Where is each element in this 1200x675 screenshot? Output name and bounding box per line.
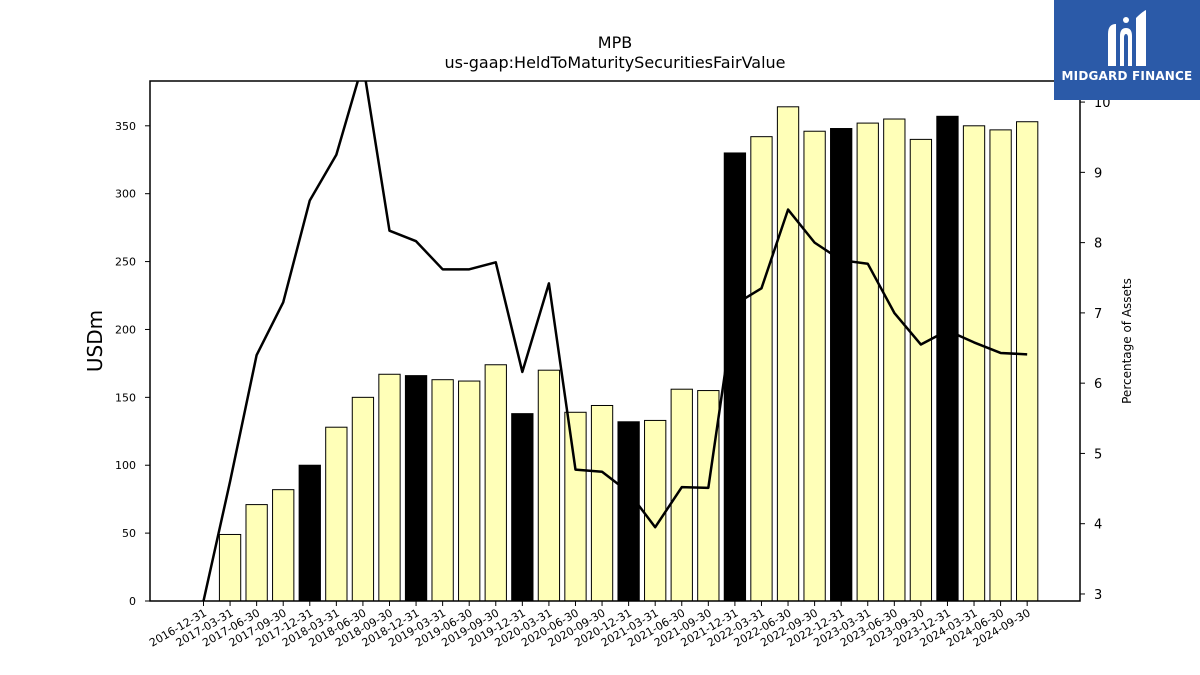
bar-2023-03-31 <box>856 122 879 602</box>
ytick-label: 150 <box>115 391 136 404</box>
bar-2017-12-31 <box>298 464 321 602</box>
bar-2022-06-30 <box>776 106 800 602</box>
y2-axis-label: Percentage of Assets <box>1120 278 1134 404</box>
bar-2021-09-30 <box>697 390 720 602</box>
bar-2023-09-30 <box>909 138 933 602</box>
y2tick-label: 5 <box>1094 447 1102 462</box>
bar-2023-12-31 <box>936 115 959 602</box>
bar-2019-12-31 <box>511 413 534 602</box>
bar-2019-09-30 <box>484 364 507 602</box>
bar-2022-12-31 <box>830 128 853 602</box>
plot-frame <box>149 80 1081 602</box>
ytick-label: 250 <box>115 256 136 269</box>
bar-2019-03-31 <box>431 379 454 602</box>
bar-2021-06-30 <box>670 388 693 602</box>
chart-title: MPB <box>598 33 632 52</box>
bar-2021-12-31 <box>723 152 747 602</box>
bar-2020-06-30 <box>564 411 587 602</box>
y-axis-label: USDm <box>83 310 107 372</box>
y2tick-label: 7 <box>1094 307 1102 322</box>
bar-2024-06-30 <box>989 129 1012 602</box>
bar-series <box>218 106 1039 602</box>
bar-2018-03-31 <box>325 426 348 602</box>
bar-2017-09-30 <box>272 489 295 602</box>
bar-2020-12-31 <box>617 421 640 602</box>
bar-2018-09-30 <box>378 373 401 602</box>
bar-2018-12-31 <box>404 375 428 602</box>
bar-2023-06-30 <box>883 118 906 602</box>
percentage-line <box>202 81 1028 601</box>
logo-mark-icon <box>1108 10 1146 66</box>
ytick-label: 50 <box>122 527 136 540</box>
bar-2020-03-31 <box>537 369 561 602</box>
bar-2021-03-31 <box>644 419 667 602</box>
bar-2017-06-30 <box>245 504 268 602</box>
ytick-label: 200 <box>115 323 136 336</box>
ytick-label: 300 <box>115 188 136 201</box>
bar-2022-03-31 <box>750 136 773 602</box>
bar-2022-09-30 <box>803 130 826 602</box>
x-axis-ticks: 2016-12-312017-03-312017-06-302017-09-30… <box>147 601 1033 650</box>
bar-2024-03-31 <box>962 125 986 602</box>
y2tick-label: 4 <box>1094 518 1102 533</box>
ytick-label: 350 <box>115 120 136 133</box>
chart-subtitle: us-gaap:HeldToMaturitySecuritiesFairValu… <box>444 53 785 72</box>
bar-2019-06-30 <box>458 380 481 602</box>
bar-2017-03-31 <box>218 533 242 602</box>
y2tick-label: 8 <box>1094 237 1102 252</box>
bar-2024-09-30 <box>1016 121 1039 602</box>
bar-2020-09-30 <box>590 404 614 602</box>
ytick-label: 0 <box>129 595 136 608</box>
y2tick-label: 9 <box>1094 166 1102 181</box>
y2tick-label: 3 <box>1094 588 1102 603</box>
y2tick-label: 6 <box>1094 377 1102 392</box>
ytick-label: 100 <box>115 459 136 472</box>
bar-2018-06-30 <box>351 396 375 602</box>
left-axis-ticks: 0 50 100 150 200 250 300 350 <box>115 120 150 608</box>
brand-logo: MIDGARD FINANCE <box>1054 0 1200 100</box>
logo-text: MIDGARD FINANCE <box>1061 69 1193 83</box>
